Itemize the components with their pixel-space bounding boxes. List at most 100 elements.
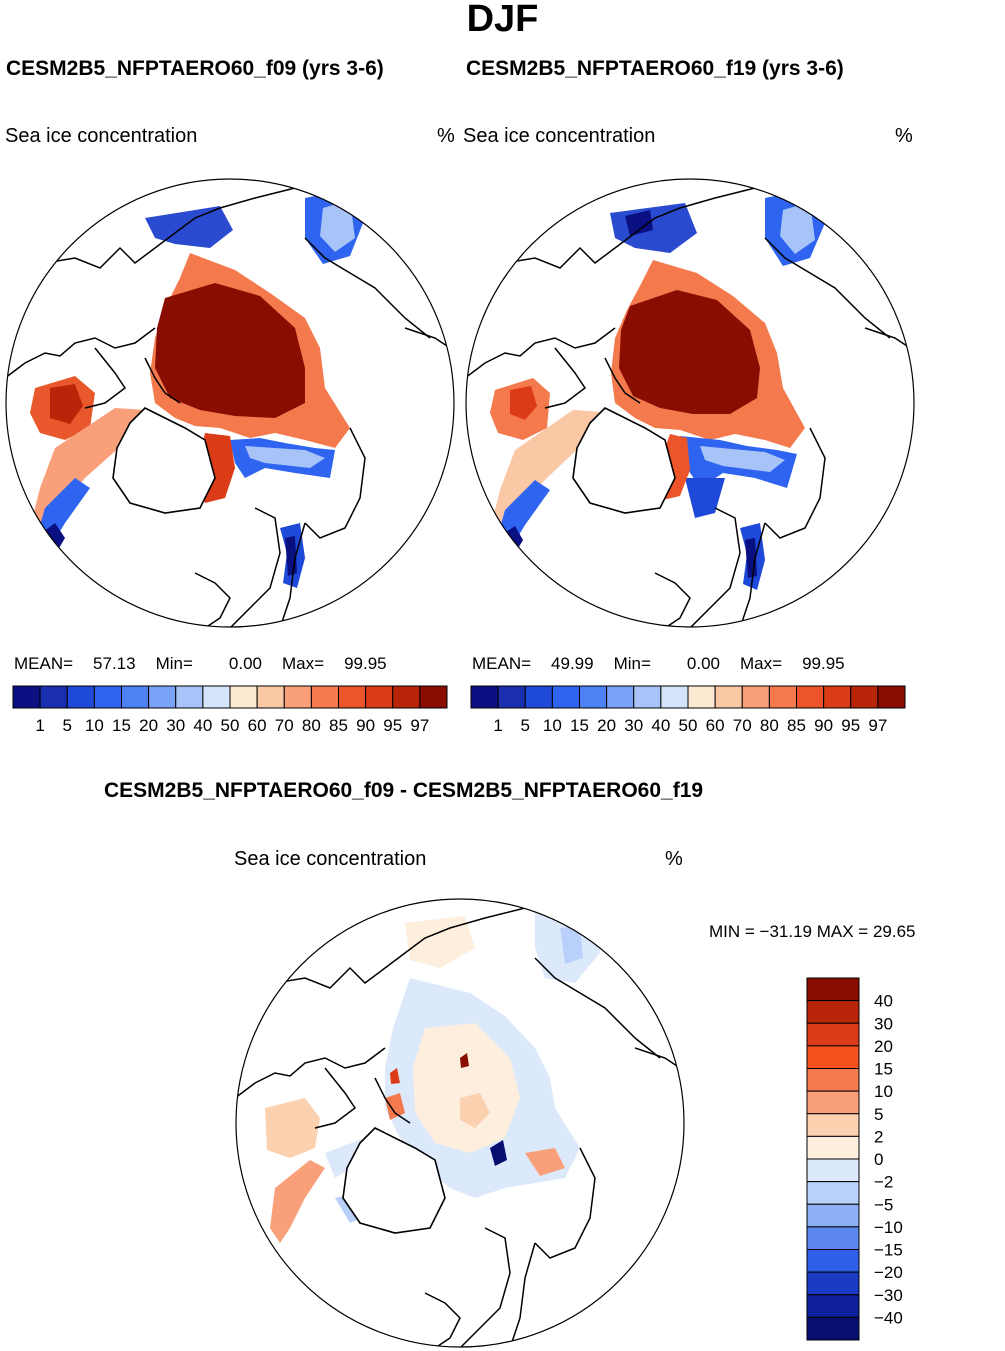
panel-2-stats: MEAN= 49.99 Min= 0.00 Max= 99.95: [472, 654, 845, 674]
diff-colorbar-swatch: [806, 1181, 860, 1205]
colorbar-swatch: [850, 685, 879, 709]
colorbar-tick-label: 95: [841, 716, 860, 735]
colorbar-swatch: [497, 685, 526, 709]
colorbar-swatch: [687, 685, 716, 709]
panel-1-map: [5, 178, 455, 628]
colorbar-swatch: [121, 685, 150, 709]
colorbar-swatch: [877, 685, 906, 709]
colorbar-tick-label: 70: [275, 716, 294, 735]
diff-colorbar-label: −10: [874, 1218, 903, 1237]
panel-2-max-label: Max=: [740, 654, 783, 673]
colorbar-swatch: [660, 685, 689, 709]
colorbar-swatch: [202, 685, 231, 709]
diff-colorbar-label: 40: [874, 992, 893, 1011]
colorbar-tick-label: 40: [193, 716, 212, 735]
diff-colorbar-swatch: [806, 1000, 860, 1024]
colorbar-tick-label: 5: [63, 716, 72, 735]
diff-colorbar-label: 15: [874, 1060, 893, 1079]
colorbar-tick-label: 20: [139, 716, 158, 735]
colorbar-tick-label: 30: [624, 716, 643, 735]
colorbar-tick-label: 85: [787, 716, 806, 735]
panel-1-colorbar: 1 5 10 15 20 30 40 50 60 70 80 85 90 95 97: [12, 685, 448, 735]
colorbar-tick-label: 60: [706, 716, 725, 735]
colorbar-swatch: [579, 685, 608, 709]
panel-1-mean-label: MEAN=: [14, 654, 74, 673]
diff-colorbar-label: 2: [874, 1127, 883, 1146]
diff-colorbar-swatch: [806, 1294, 860, 1318]
colorbar-tick-label: 85: [329, 716, 348, 735]
diff-colorbar-label: −30: [874, 1286, 903, 1305]
diff-colorbar-label: −2: [874, 1173, 893, 1192]
diff-colorbar-swatch: [806, 1022, 860, 1047]
colorbar-swatch: [310, 685, 339, 709]
okhotsk-ice: [145, 206, 233, 248]
colorbar-tick-label: 50: [221, 716, 240, 735]
difference-minmax: MIN = −31.19 MAX = 29.65: [709, 922, 916, 941]
panel-2-variable: Sea ice concentration: [463, 125, 656, 147]
colorbar-tick-label: 60: [248, 716, 267, 735]
season-title: DJF: [466, 0, 539, 40]
diff-colorbar-swatch: [806, 1090, 860, 1115]
colorbar-swatch: [39, 685, 68, 709]
colorbar-swatch: [796, 685, 825, 709]
colorbar-tick-label: 20: [597, 716, 616, 735]
diff-colorbar-swatch: [806, 1068, 860, 1092]
colorbar-swatch: [148, 685, 177, 709]
colorbar-tick-label: 15: [570, 716, 589, 735]
panel-1-min-label: Min=: [155, 654, 193, 673]
colorbar-tick-label: 80: [302, 716, 321, 735]
panel-2-map: [465, 178, 915, 628]
colorbar-tick-label: 90: [814, 716, 833, 735]
panel-1-max: 99.95: [344, 654, 387, 673]
colorbar-tick-label: 95: [383, 716, 402, 735]
colorbar-swatch: [714, 685, 743, 709]
panel-1-mean: 57.13: [93, 654, 136, 673]
difference-map: [235, 898, 685, 1348]
panel-1-title: CESM2B5_NFPTAERO60_f09 (yrs 3-6): [6, 57, 384, 80]
colorbar-swatch: [524, 685, 553, 709]
greenland-land: [112, 407, 216, 514]
panel-2-max: 99.95: [802, 654, 845, 673]
difference-variable: Sea ice concentration: [234, 848, 427, 870]
colorbar-tick-label: 10: [85, 716, 104, 735]
colorbar-swatch: [12, 685, 41, 709]
difference-units: %: [665, 848, 683, 870]
colorbar-swatch: [283, 685, 312, 709]
colorbar-tick-label: 50: [679, 716, 698, 735]
diff-colorbar-label: 20: [874, 1037, 893, 1056]
diff-colorbar-swatch: [806, 1203, 860, 1228]
colorbar-tick-label: 40: [651, 716, 670, 735]
colorbar-swatch: [606, 685, 635, 709]
colorbar-tick-label: 15: [112, 716, 131, 735]
diff-colorbar-label: 0: [874, 1150, 883, 1169]
colorbar-swatch: [229, 685, 258, 709]
colorbar-swatch: [419, 685, 448, 709]
panel-1-variable: Sea ice concentration: [5, 125, 198, 147]
panel-1-max-label: Max=: [282, 654, 325, 673]
colorbar-swatch: [365, 685, 394, 709]
panel-1-min: 0.00: [228, 654, 263, 673]
colorbar-tick-label: 97: [868, 716, 887, 735]
diff-colorbar-swatch: [806, 1045, 860, 1069]
diff-colorbar-swatch: [806, 977, 860, 1002]
colorbar-swatch: [256, 685, 285, 709]
colorbar-tick-label: 10: [543, 716, 562, 735]
colorbar-swatch: [551, 685, 580, 709]
colorbar-swatch: [93, 685, 122, 709]
panel-2-mean: 49.99: [551, 654, 594, 673]
diff-colorbar-label: 5: [874, 1105, 883, 1124]
colorbar-tick-label: 1: [35, 716, 44, 735]
panel-2-min: 0.00: [686, 654, 721, 673]
panel-2-units: %: [895, 125, 913, 147]
panel-2-colorbar: 1 5 10 15 20 30 40 50 60 70 80 85 90 95 97: [470, 685, 906, 735]
diff-colorbar-swatch: [806, 1158, 860, 1183]
colorbar-swatch: [66, 685, 95, 709]
diff-colorbar-swatch: [806, 1226, 860, 1250]
colorbar-tick-label: 5: [521, 716, 530, 735]
colorbar-tick-label: 90: [356, 716, 375, 735]
difference-title: CESM2B5_NFPTAERO60_f09 - CESM2B5_NFPTAER…: [104, 779, 704, 802]
colorbar-swatch: [768, 685, 797, 709]
diff-colorbar-label: −5: [874, 1195, 893, 1214]
colorbar-swatch: [823, 685, 852, 709]
colorbar-tick-label: 30: [166, 716, 185, 735]
